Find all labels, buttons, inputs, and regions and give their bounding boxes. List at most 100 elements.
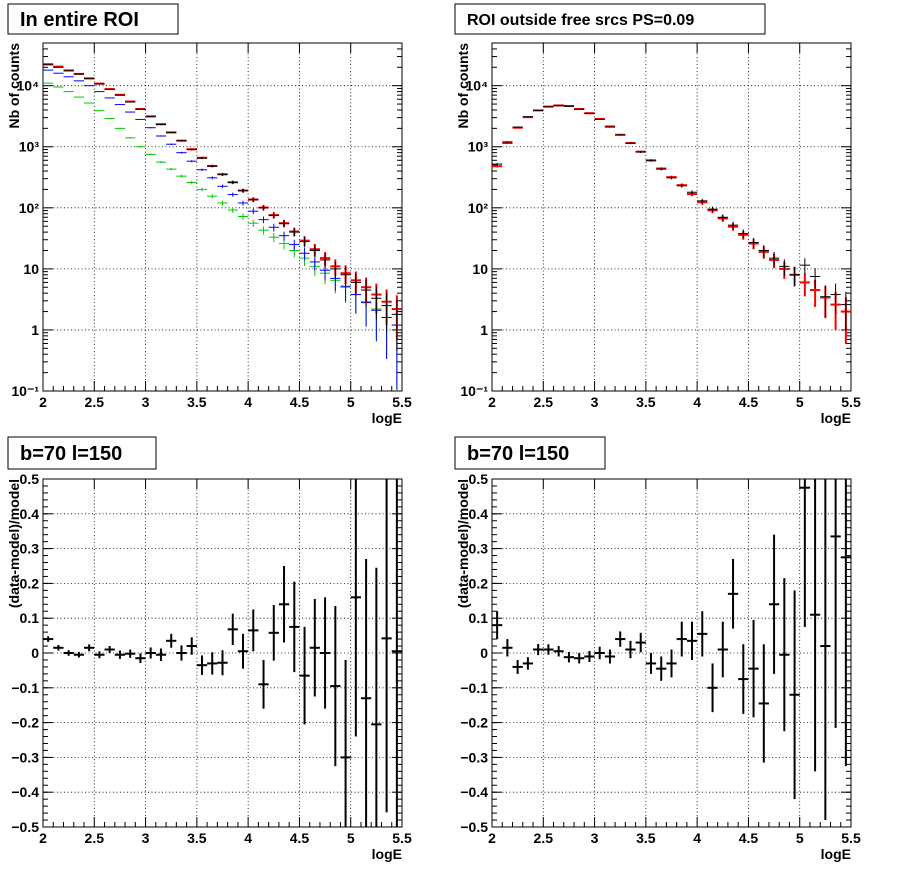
data-point — [574, 108, 585, 110]
data-point — [522, 116, 534, 118]
data-point — [217, 184, 228, 189]
data-point — [207, 194, 218, 199]
chart-panel-1: 2 2.5 3 3.5 4 4.5 5 5.5 10⁻¹ 1 10 10² 10³ 10⁴ logE Nb o… — [6, 3, 412, 426]
y-tick-label: −0.3 — [460, 749, 488, 765]
data-point — [227, 192, 238, 197]
data-point — [196, 157, 208, 160]
data-point — [237, 633, 249, 669]
data-point — [299, 247, 310, 261]
data-point — [309, 255, 320, 271]
data-point — [227, 207, 238, 213]
data-point — [319, 597, 331, 709]
data-point — [237, 188, 249, 193]
data-point — [217, 200, 228, 206]
title-box — [454, 436, 606, 470]
x-tick-label: 3 — [142, 394, 150, 410]
y-tick-label: 0 — [31, 645, 39, 661]
data-point — [330, 261, 341, 279]
x-tick-label: 2 — [488, 830, 496, 846]
data-point — [166, 132, 177, 134]
data-point — [820, 285, 831, 317]
data-point — [820, 479, 831, 821]
data-point — [676, 184, 687, 188]
y-tick-label: 0.2 — [469, 575, 489, 591]
data-point — [697, 198, 708, 204]
data-point — [84, 102, 95, 104]
data-point — [63, 650, 74, 656]
data-point — [553, 105, 564, 107]
data-point — [104, 97, 115, 99]
data-point — [553, 646, 564, 657]
data-point — [656, 656, 667, 681]
data-point — [53, 86, 64, 88]
y-axis-label: Nb of counts — [6, 43, 22, 129]
data-point — [176, 645, 187, 661]
data-point — [258, 226, 269, 235]
data-point — [604, 126, 616, 128]
data-point — [768, 252, 780, 267]
x-tick-label: 5.5 — [392, 394, 412, 410]
data-layer — [492, 104, 851, 345]
data-layer — [43, 63, 402, 390]
data-point — [309, 245, 320, 258]
data-point — [43, 636, 54, 642]
y-tick-label: 10³ — [468, 139, 489, 155]
data-point — [615, 134, 626, 136]
data-point — [340, 659, 351, 827]
data-point — [789, 590, 800, 800]
data-point — [299, 236, 310, 248]
data-point — [584, 113, 595, 115]
x-tick-label: 2 — [488, 394, 496, 410]
data-point — [381, 479, 392, 813]
y-tick-label: 1 — [31, 322, 39, 338]
y-tick-label: 0.3 — [469, 541, 489, 557]
chart-panel-2: 2 2.5 3 3.5 4 4.5 5 5.5 10⁻¹ 1 10 10² 10³ 10⁴ logE Nb o… — [454, 3, 861, 426]
data-point — [738, 229, 749, 239]
data-point — [135, 653, 146, 664]
data-point — [717, 214, 728, 221]
data-point — [779, 259, 790, 276]
y-tick-label: 10³ — [19, 139, 40, 155]
x-tick-label: 3 — [591, 394, 599, 410]
data-point — [145, 116, 156, 118]
x-tick-label: 5 — [796, 394, 804, 410]
data-point — [53, 644, 64, 651]
data-point — [522, 657, 534, 670]
data-point — [779, 578, 790, 732]
data-point — [63, 91, 74, 93]
data-point — [176, 174, 187, 178]
y-tick-label: 10² — [19, 200, 40, 216]
data-point — [299, 626, 310, 725]
data-point — [155, 161, 167, 164]
data-point — [371, 286, 382, 320]
y-tick-label: 1 — [480, 322, 488, 338]
x-tick-label: 3.5 — [187, 830, 207, 846]
y-tick-label: −0.5 — [11, 819, 39, 835]
y-tick-label: −0.2 — [460, 715, 488, 731]
data-point — [512, 659, 523, 674]
data-point — [512, 126, 523, 128]
data-point — [594, 646, 605, 660]
x-tick-label: 4 — [693, 394, 701, 410]
x-tick-label: 5 — [347, 394, 355, 410]
data-point — [207, 652, 218, 675]
y-tick-label: −0.1 — [460, 680, 488, 696]
data-point — [676, 621, 687, 657]
data-point — [94, 110, 105, 112]
data-point — [166, 143, 177, 146]
data-point — [196, 655, 208, 675]
data-point — [635, 151, 646, 153]
x-tick-label: 4 — [244, 830, 252, 846]
data-point — [278, 566, 290, 643]
x-tick-label: 2 — [39, 394, 47, 410]
data-point — [840, 291, 851, 331]
data-point — [125, 137, 136, 139]
data-point — [104, 88, 115, 90]
data-point — [350, 273, 361, 297]
chart-title: In entire ROI — [20, 9, 139, 31]
data-point — [809, 268, 821, 289]
data-point — [289, 239, 300, 251]
chart-panel-3: 2 2.5 3 3.5 4 4.5 5 5.5 −0.5 −0.4 −0.3 −0.2 −0.1 0 0.1… — [6, 436, 412, 862]
data-point — [217, 650, 228, 676]
data-point — [686, 190, 698, 195]
